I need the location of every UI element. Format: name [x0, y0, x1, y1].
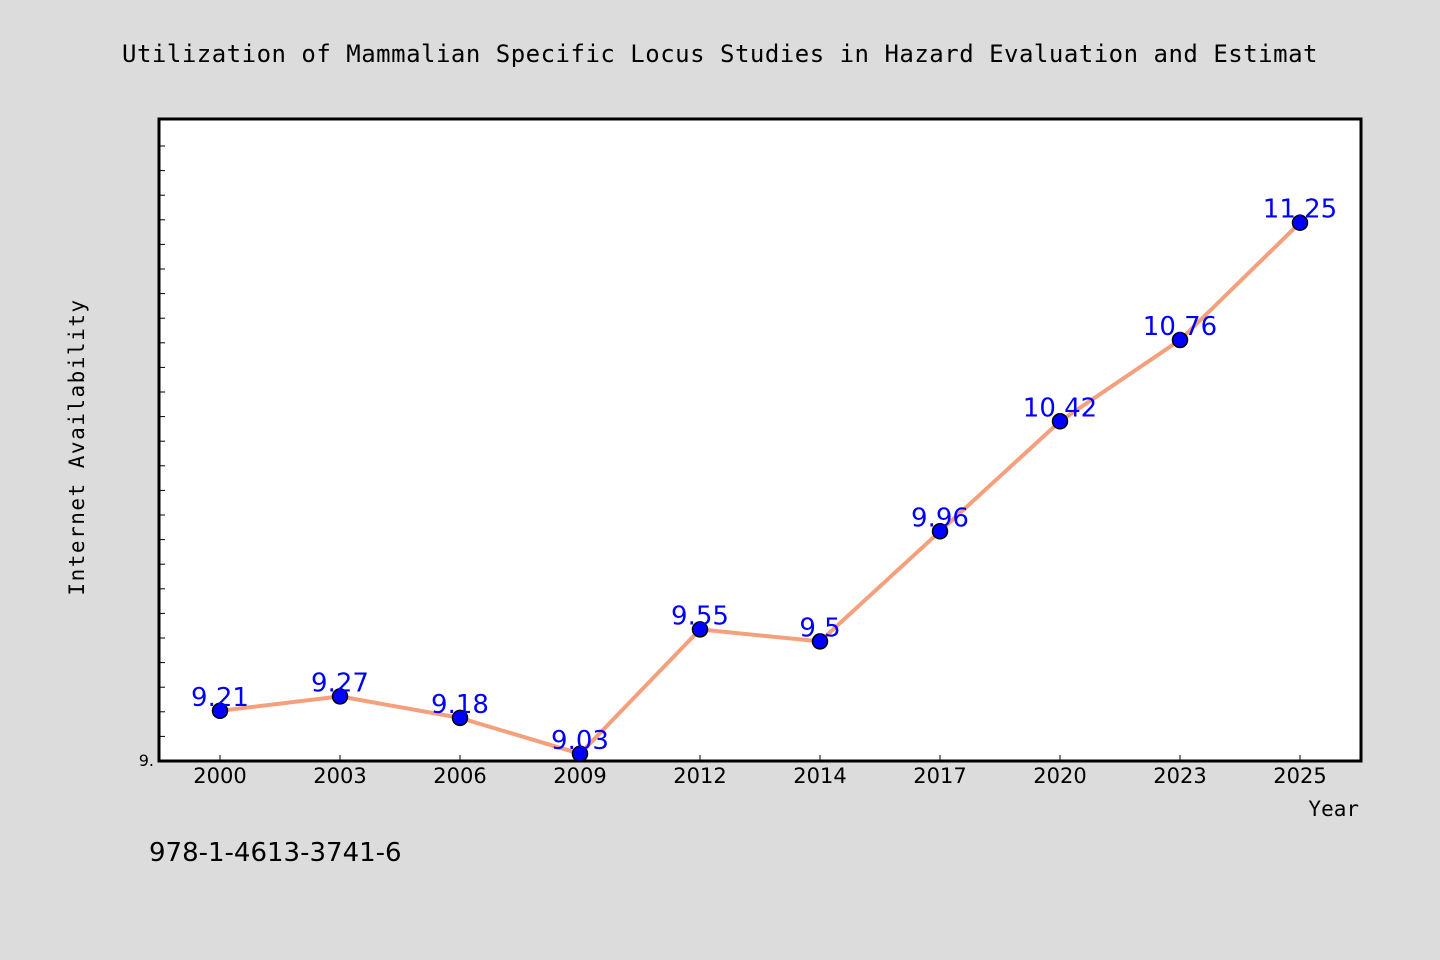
data-point-2 [451, 709, 469, 727]
data-point-9 [1291, 214, 1309, 231]
x-tick-label-1: 2003 [313, 764, 366, 788]
x-tick-label-2: 2006 [433, 764, 486, 788]
data-label-layer: 9.21 9.27 9.18 9.03 9.55 9.5 9.96 10.42 10.76 11.… [191, 195, 1337, 756]
data-label-6: 9.96 [911, 503, 969, 533]
data-point-8 [1171, 331, 1189, 349]
data-label-5: 9.5 [799, 613, 840, 643]
data-point-1 [331, 688, 349, 705]
data-point-6 [931, 523, 949, 540]
data-point-0 [211, 702, 229, 720]
data-label-0: 9.21 [191, 683, 249, 713]
x-axis-label: Year [1308, 797, 1359, 821]
x-tick-label-7: 2020 [1033, 764, 1086, 788]
y-axis-label: Internet Availability [65, 298, 89, 595]
x-axis-ticks: 2000 2003 2006 2009 2012 2014 2017 2020 2023 2025 [193, 755, 1327, 788]
x-tick-label-0: 2000 [193, 764, 246, 788]
data-label-1: 9.27 [311, 668, 369, 698]
x-tick-label-5: 2014 [793, 764, 846, 788]
chart-title: Utilization of Mammalian Specific Locus … [122, 40, 1318, 68]
data-point-7 [1051, 413, 1069, 430]
title-layer: Utilization of Mammalian Specific Locus … [122, 40, 1318, 68]
data-label-9: 11.25 [1263, 195, 1337, 225]
data-point-5 [811, 633, 829, 650]
marker-layer [211, 214, 1309, 763]
y-axis-ticks [159, 145, 165, 762]
series-layer [218, 220, 1302, 756]
data-point-4 [691, 621, 709, 638]
x-tick-label-6: 2017 [913, 764, 966, 788]
data-label-3: 9.03 [551, 726, 609, 756]
data-label-4: 9.55 [671, 601, 729, 631]
data-point-3 [571, 745, 589, 763]
plot-area [157, 117, 1363, 763]
series-line [218, 220, 1302, 756]
data-label-2: 9.18 [431, 690, 489, 720]
isbn-text: 978-1-4613-3741-6 [149, 838, 402, 868]
x-tick-label-9: 2025 [1273, 764, 1326, 788]
y-tick-label: 9. [139, 751, 154, 770]
data-label-7: 10.42 [1023, 393, 1097, 423]
data-label-8: 10.76 [1143, 312, 1217, 342]
x-tick-label-8: 2023 [1153, 764, 1206, 788]
x-tick-label-3: 2009 [553, 764, 606, 788]
x-tick-label-4: 2012 [673, 764, 726, 788]
